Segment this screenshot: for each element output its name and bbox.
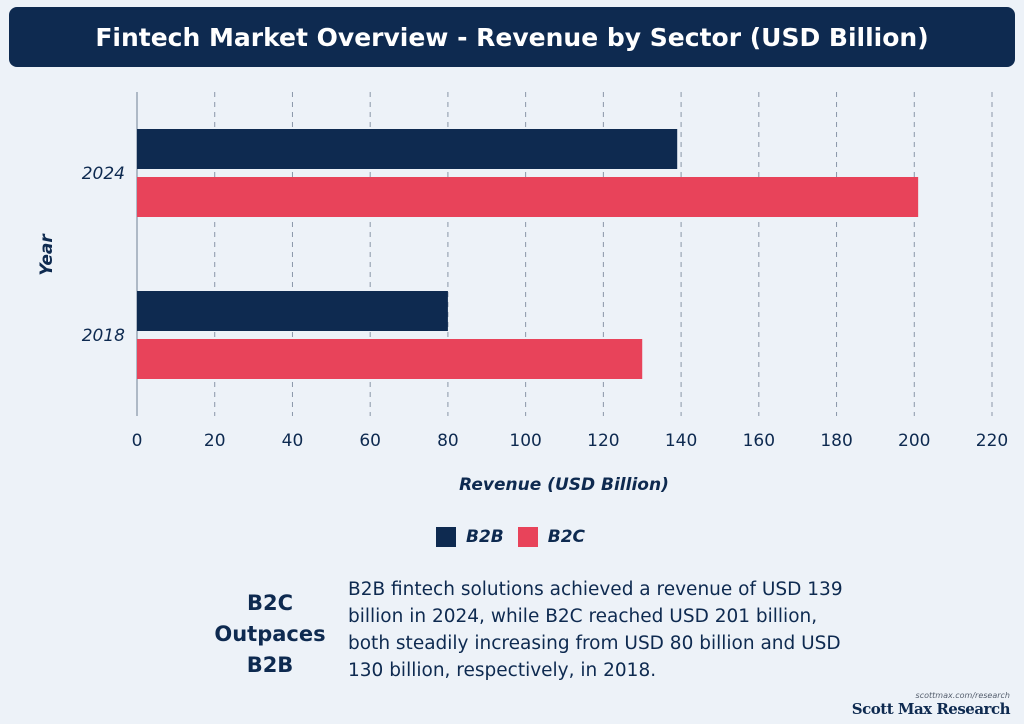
x-tick-label: 220 bbox=[976, 431, 1008, 451]
bars bbox=[137, 129, 919, 379]
x-tick-label: 100 bbox=[509, 431, 541, 451]
x-tick-label: 60 bbox=[359, 431, 381, 451]
y-axis-label: Year bbox=[37, 233, 57, 276]
bar-b2c-2018 bbox=[137, 339, 643, 379]
title-banner: Fintech Market Overview - Revenue by Sec… bbox=[9, 7, 1015, 67]
bar-b2b-2024 bbox=[137, 129, 678, 169]
insight-headline: B2C Outpaces B2B bbox=[214, 591, 326, 677]
legend-label-b2c: B2C bbox=[547, 527, 586, 547]
y-tick-label-2018: 2018 bbox=[82, 326, 125, 346]
bar-b2b-2018 bbox=[137, 291, 448, 331]
bar-b2c-2024 bbox=[137, 177, 919, 217]
legend-swatch-b2b bbox=[436, 527, 456, 547]
legend: B2B B2C bbox=[436, 527, 599, 547]
legend-item-b2c: B2C bbox=[517, 527, 586, 547]
x-tick-label: 140 bbox=[665, 431, 697, 451]
x-tick-label: 160 bbox=[743, 431, 775, 451]
brand-logo: Scott Max Research bbox=[851, 700, 1011, 718]
brand-block: scottmax.com/research Scott Max Research bbox=[851, 691, 1011, 718]
chart-title: Fintech Market Overview - Revenue by Sec… bbox=[95, 22, 929, 52]
x-tick-label: 40 bbox=[282, 431, 304, 451]
insight-text: B2B fintech solutions achieved a revenue… bbox=[348, 579, 843, 681]
x-axis-label: Revenue (USD Billion) bbox=[459, 475, 669, 495]
legend-item-b2b: B2B bbox=[436, 527, 504, 547]
x-tick-label: 0 bbox=[132, 431, 143, 451]
brand-url: scottmax.com/research bbox=[915, 691, 1010, 700]
x-tick-label: 200 bbox=[898, 431, 930, 451]
x-tick-label: 80 bbox=[437, 431, 459, 451]
x-tick-label: 180 bbox=[820, 431, 852, 451]
x-tick-label: 20 bbox=[204, 431, 226, 451]
legend-label-b2b: B2B bbox=[466, 527, 504, 547]
x-tick-label: 120 bbox=[587, 431, 619, 451]
legend-swatch-b2c bbox=[517, 527, 538, 547]
x-tick-labels: 0 20 40 60 80 100 120 140 160 180 200 220 bbox=[132, 431, 1009, 451]
y-tick-label-2024: 2024 bbox=[82, 164, 125, 184]
y-tick-labels: 2024 2018 bbox=[82, 164, 125, 346]
